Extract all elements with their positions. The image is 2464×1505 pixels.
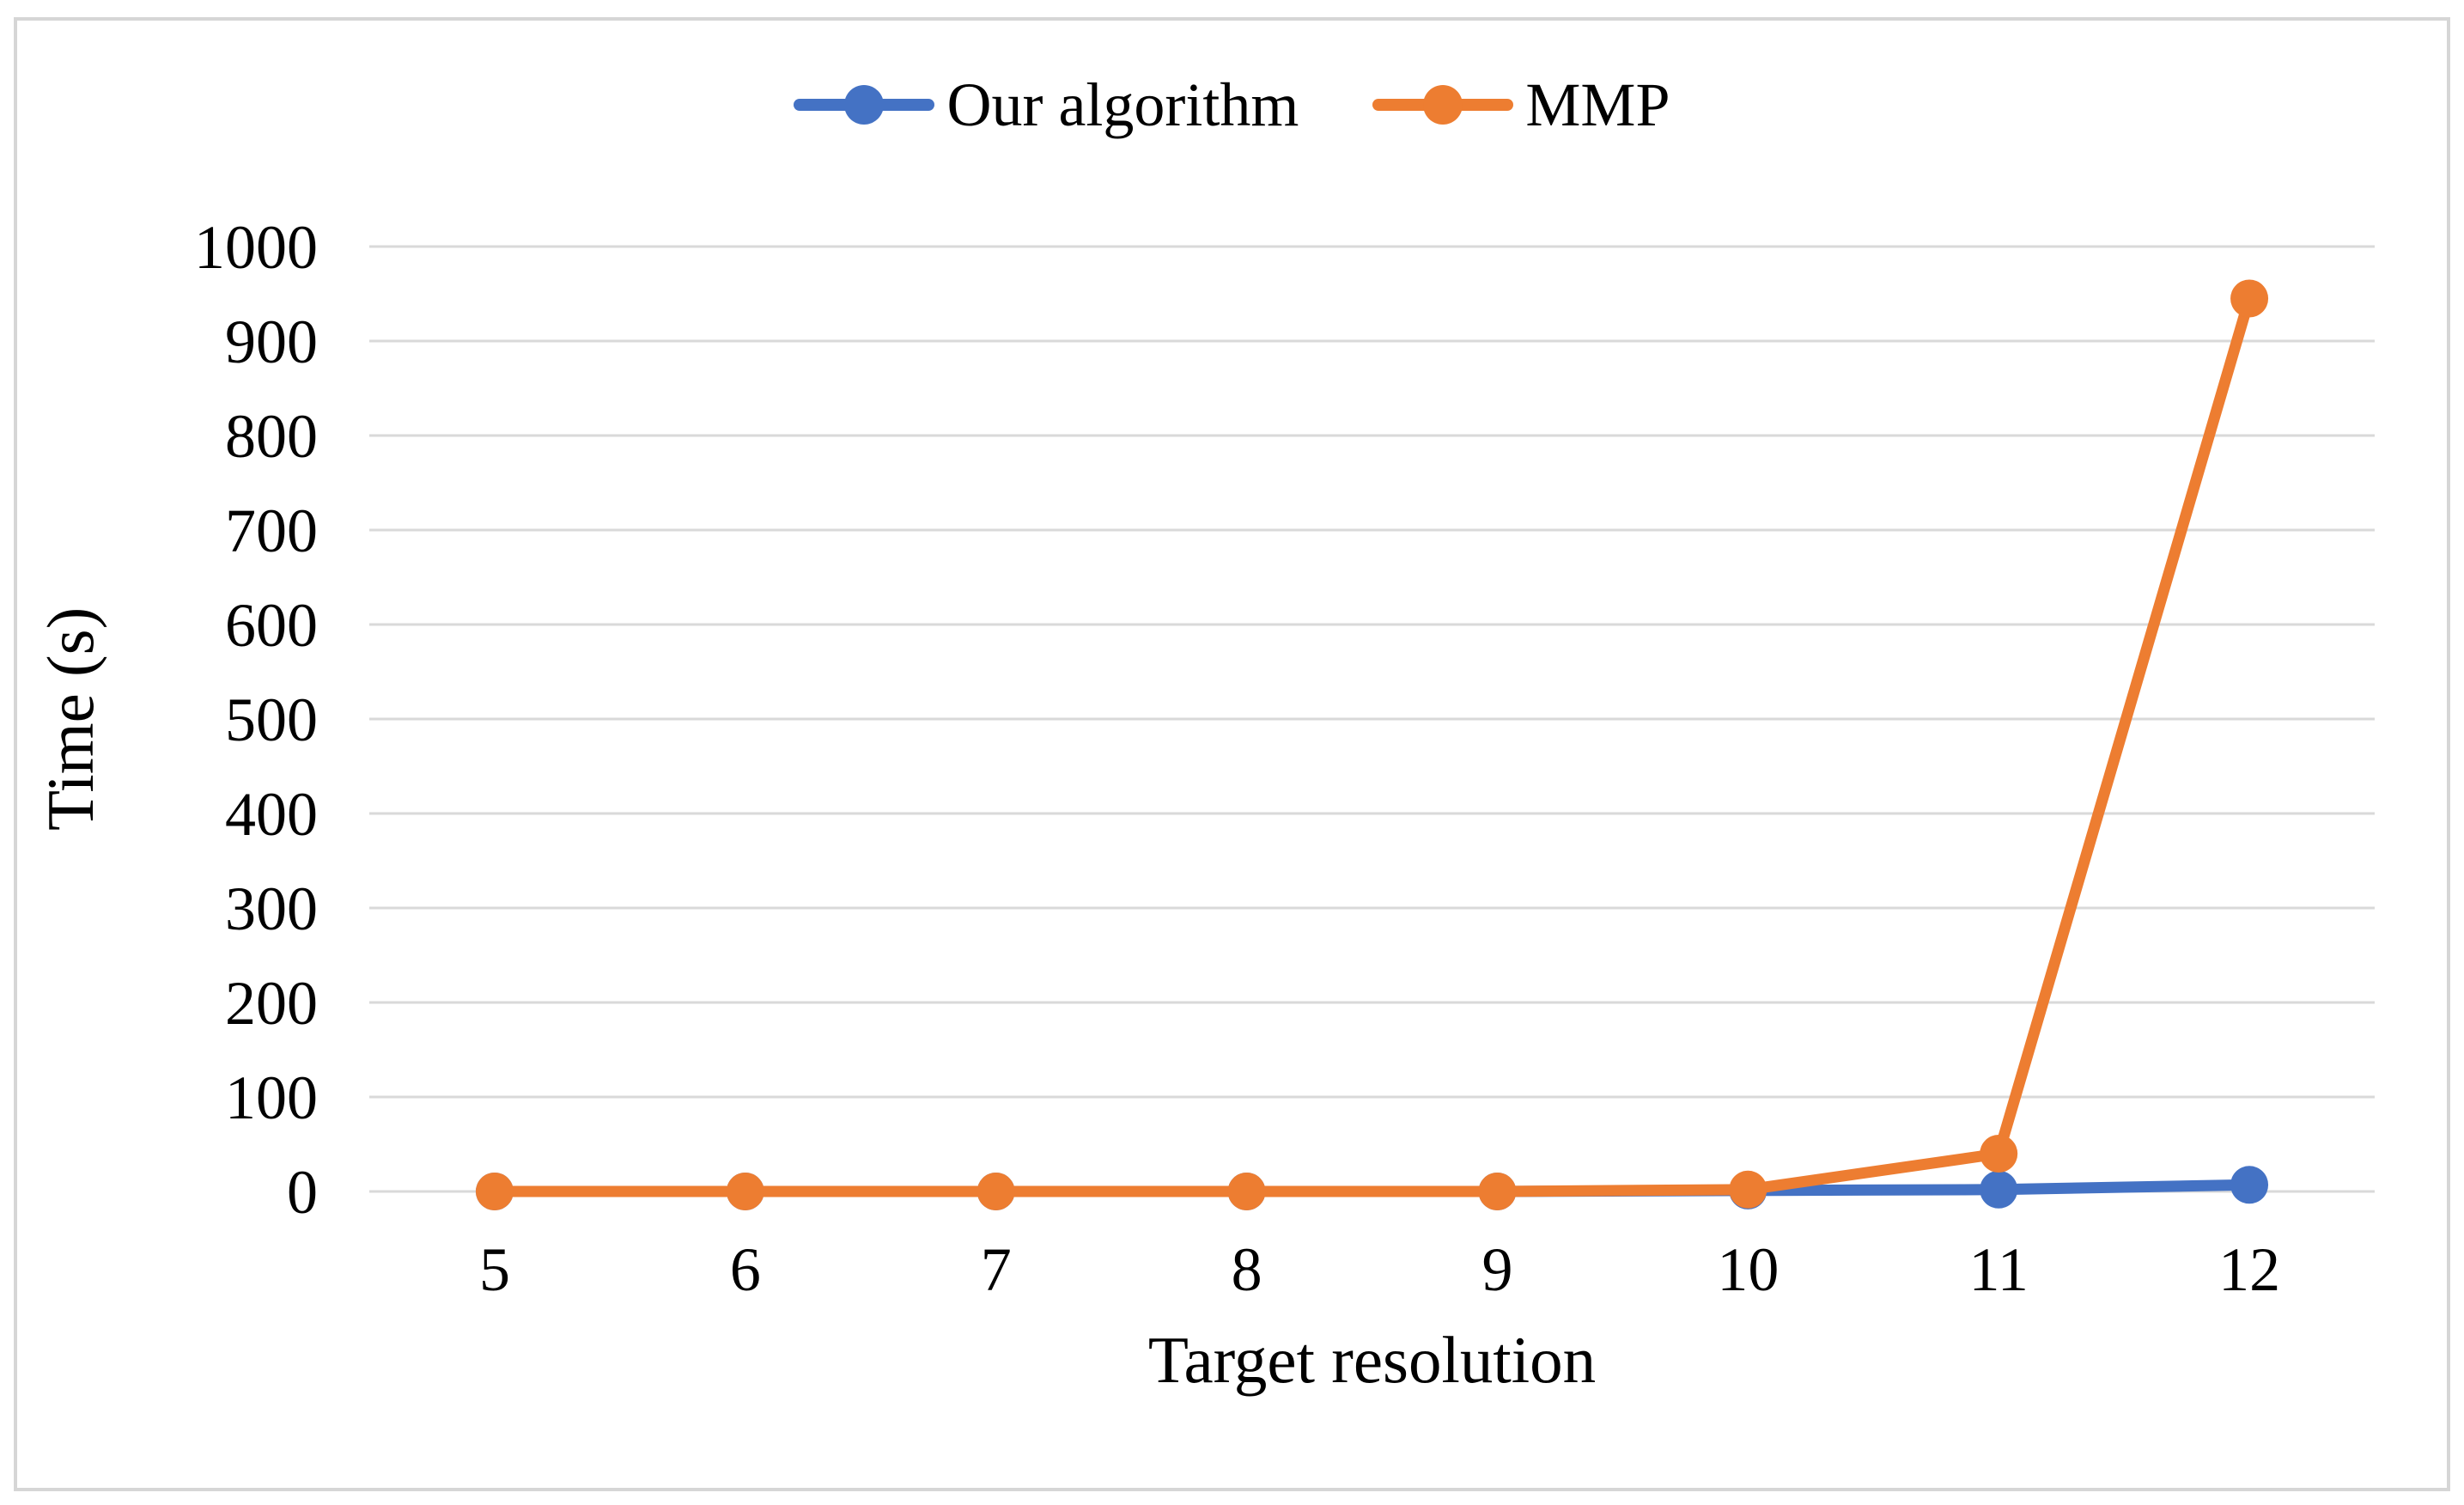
data-point-marker [1227, 1173, 1266, 1210]
data-point-marker [475, 1173, 514, 1210]
chart-border [14, 17, 2450, 1491]
legend-circle-marker-icon [844, 85, 885, 125]
x-tick-label: 12 [2218, 1235, 2280, 1304]
legend-circle-marker-icon [1423, 85, 1463, 125]
y-tick-label: 700 [225, 497, 318, 565]
data-point-marker [1980, 1135, 2018, 1173]
y-axis-title: Time (s) [33, 606, 107, 832]
x-tick-label: 7 [981, 1235, 1012, 1304]
x-axis-title: Target resolution [1147, 1323, 1597, 1397]
x-tick-label: 9 [1481, 1235, 1512, 1304]
y-tick-label: 600 [225, 591, 318, 660]
legend-line-marker-icon [794, 85, 935, 125]
data-point-marker [1729, 1170, 1767, 1209]
data-point-marker [1478, 1173, 1517, 1210]
series-line [489, 293, 2255, 1197]
y-tick-label: 100 [225, 1063, 318, 1132]
y-tick-label: 300 [225, 874, 318, 943]
data-point-marker [2230, 279, 2269, 318]
x-tick-label: 11 [1969, 1235, 2029, 1304]
legend-item-our-algorithm: Our algorithm [794, 74, 1299, 136]
data-point-marker [2230, 1166, 2269, 1204]
y-tick-label: 500 [225, 685, 318, 754]
legend-item-mmp: MMP [1372, 74, 1670, 136]
y-tick-label: 1000 [194, 213, 318, 282]
y-tick-label: 800 [225, 402, 318, 471]
y-tick-label: 400 [225, 780, 318, 849]
y-tick-label: 200 [225, 969, 318, 1038]
legend-label-our-algorithm: Our algorithm [946, 70, 1299, 139]
data-point-marker [726, 1173, 764, 1210]
legend-label-mmp: MMP [1525, 70, 1670, 139]
y-tick-label: 0 [287, 1158, 318, 1227]
x-tick-label: 10 [1717, 1235, 1779, 1304]
data-point-marker [1980, 1170, 2018, 1209]
x-tick-label: 5 [479, 1235, 510, 1304]
x-tick-label: 6 [730, 1235, 761, 1304]
legend-line-marker-icon [1372, 85, 1514, 125]
y-tick-label: 900 [225, 308, 318, 376]
chart-legend: Our algorithm MMP [0, 74, 2464, 136]
x-tick-label: 8 [1232, 1235, 1262, 1304]
data-point-marker [976, 1173, 1015, 1210]
